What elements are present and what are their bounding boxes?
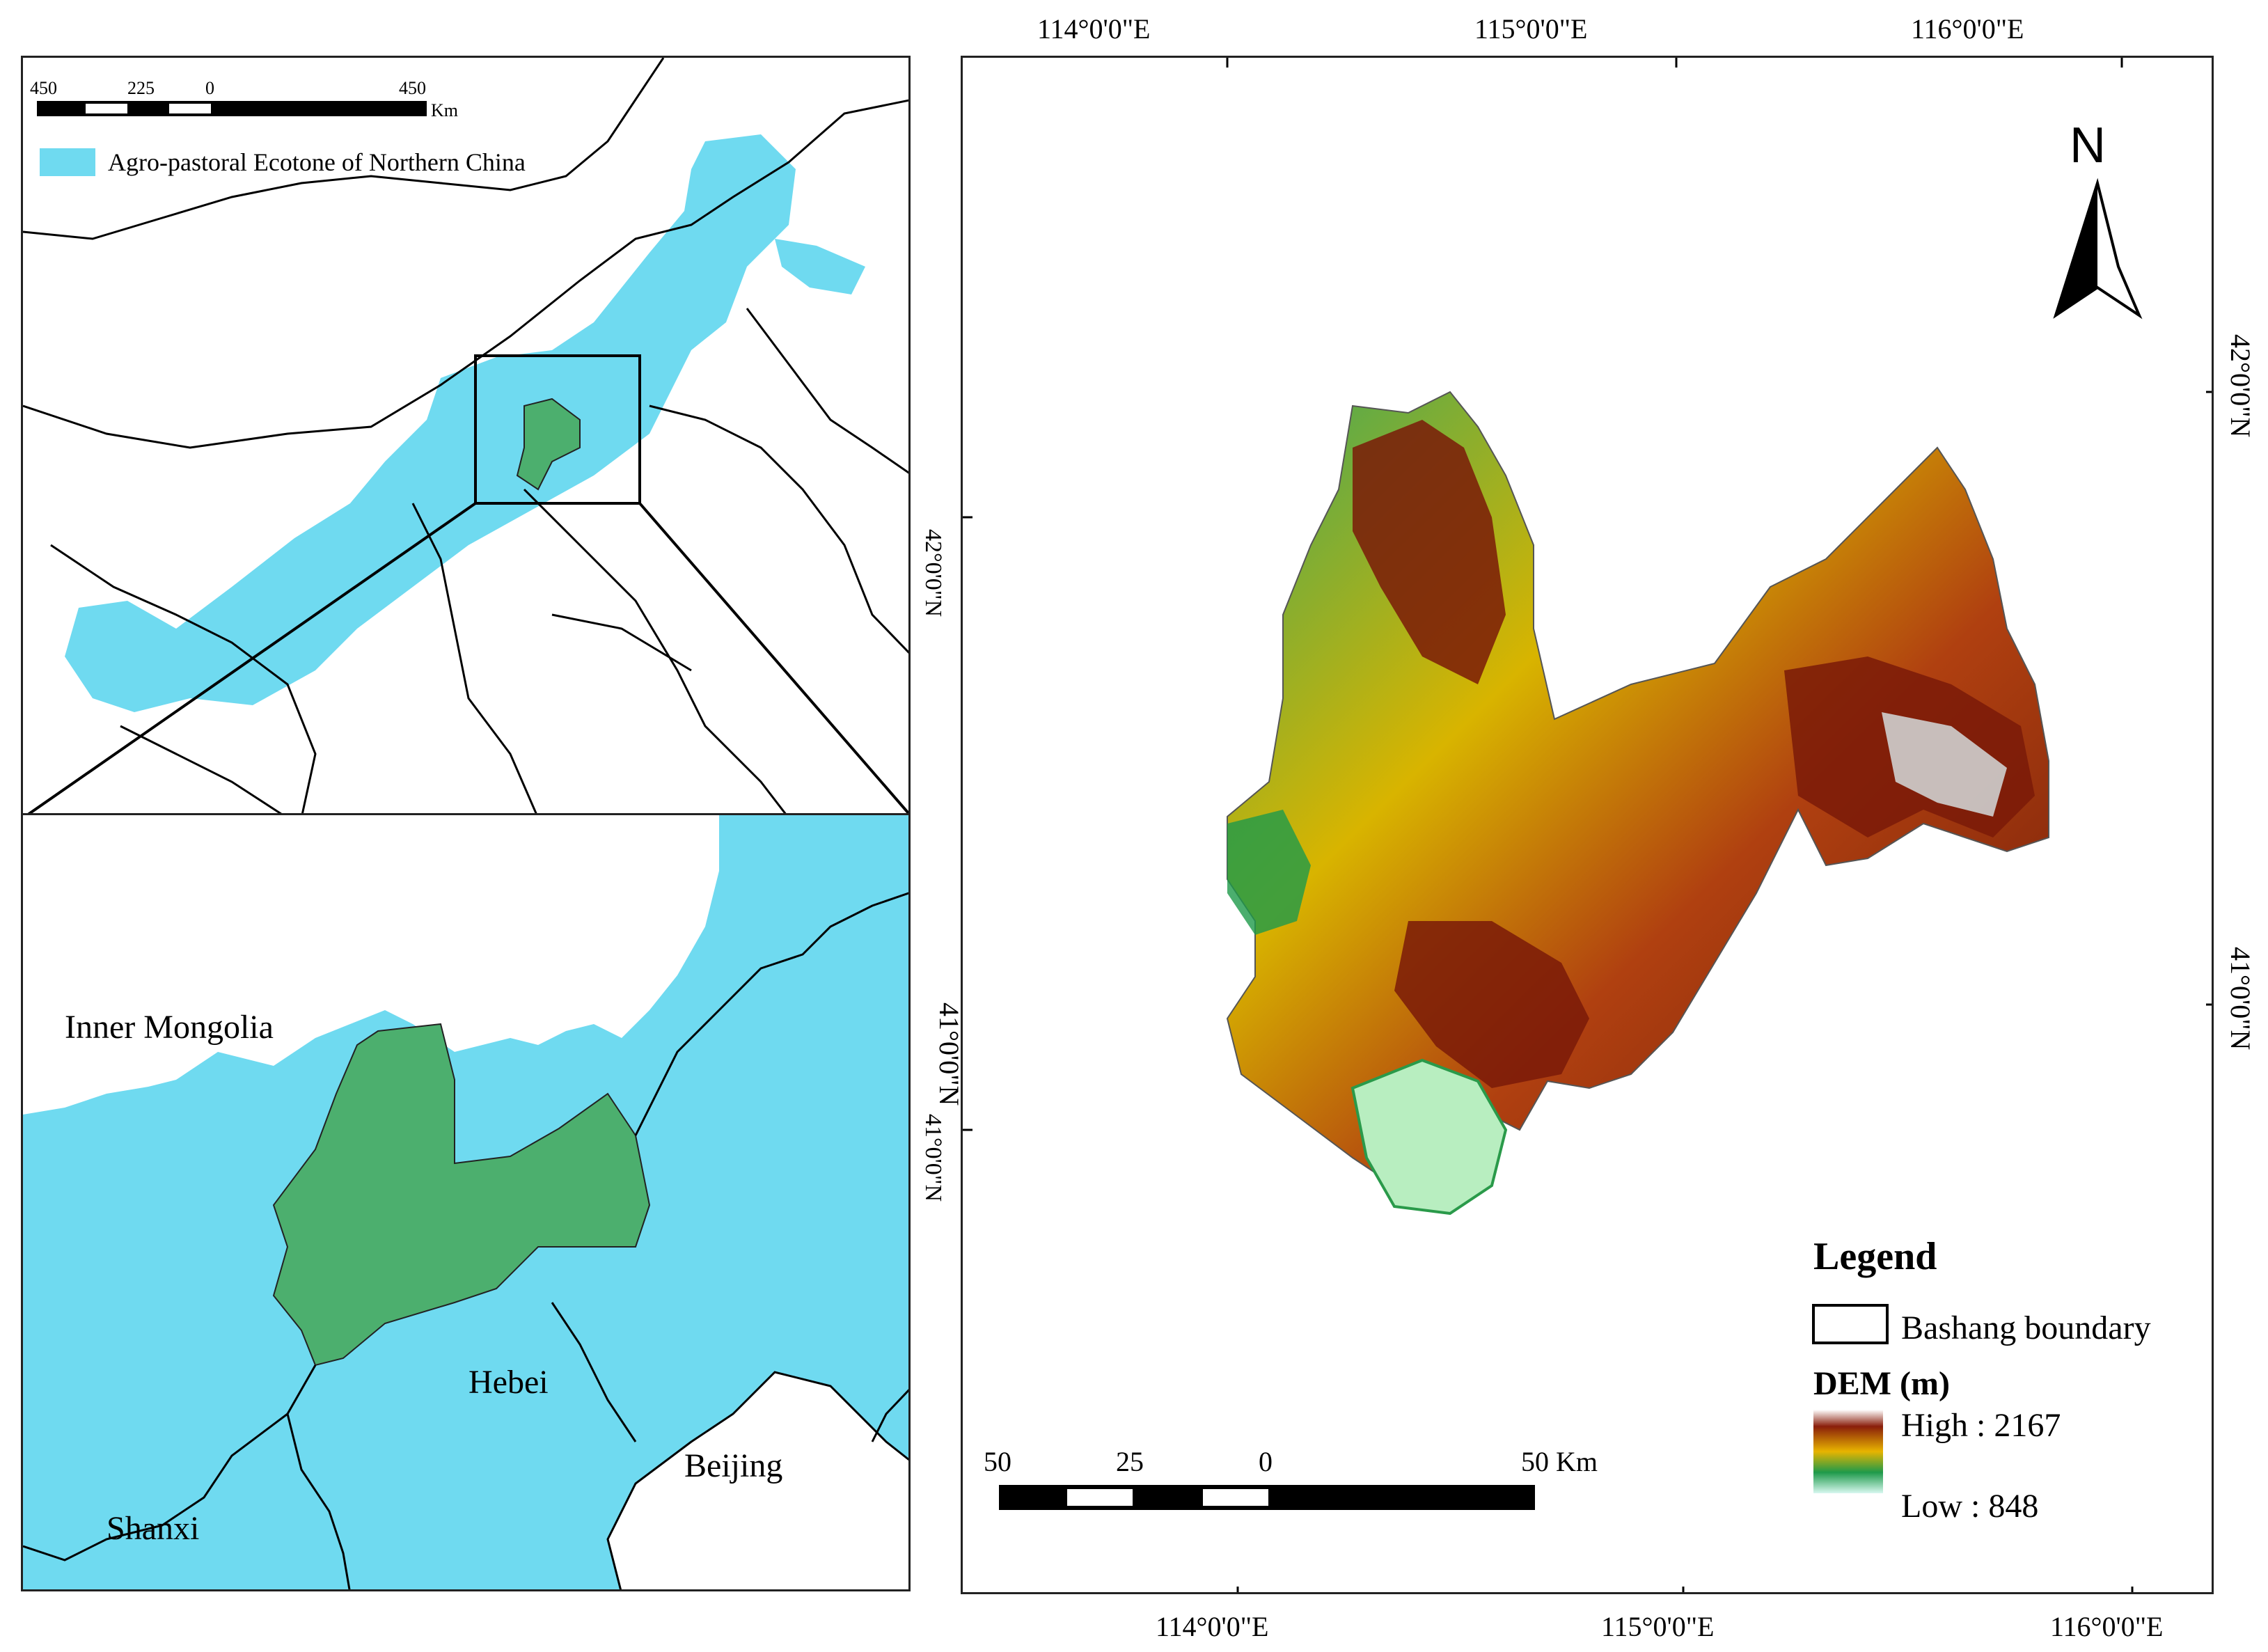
overview-scale-tick-1: 450 [30, 78, 57, 98]
bashang-boundary-label: Bashang boundary [1901, 1309, 2151, 1346]
study-area-overview [516, 398, 581, 491]
bashang-boundary-swatch [1812, 1304, 1889, 1344]
top-lon-label-3: 116°0'0"E [1911, 13, 2024, 45]
right-lat-label-1: 42°0'0"N [2225, 334, 2256, 437]
inner-mongolia-label: Inner Mongolia [65, 1009, 274, 1046]
inset-boundaries [23, 892, 908, 1589]
zoom-leader-right [638, 502, 908, 814]
overview-scale-unit: Km [431, 100, 458, 120]
overview-scale-tick-4: 450 [399, 78, 426, 98]
dem-high-label: High : 2167 [1901, 1407, 2061, 1444]
ecotone-region-east [775, 239, 865, 294]
dem-map: N 50 25 0 50 Km Legend Bashang boundary … [963, 58, 2212, 1592]
dem-low-valley [1350, 1058, 1508, 1216]
overview-lat-label: 42°0'0"N [920, 529, 946, 617]
dem-legend-title: DEM (m) [1813, 1365, 1950, 1402]
overview-map-panel: 450 225 0 450 Km Agro-pastoral Ecotone o… [21, 56, 911, 816]
shanxi-label: Shanxi [107, 1510, 199, 1547]
zoom-leader-left [26, 502, 477, 814]
overview-scale-bar: 450 225 0 450 Km [30, 78, 458, 120]
north-arrow-label: N [2070, 118, 2106, 173]
dem-scale-tick-2: 25 [1116, 1446, 1144, 1477]
dem-scale-tick-3: 0 [1259, 1446, 1273, 1477]
north-arrow: N [2053, 118, 2143, 320]
bottom-lon-label-3: 116°0'0"E [2050, 1611, 2163, 1642]
bottom-lon-label-1: 114°0'0"E [1156, 1611, 1268, 1642]
study-area-inset [272, 1023, 651, 1367]
right-lat-label-2: 41°0'0"N [2225, 947, 2256, 1050]
ecotone-legend-label: Agro-pastoral Ecotone of Northern China [108, 148, 526, 176]
inset-lat-label: 41°0'0"N [920, 1114, 946, 1202]
dem-map-panel: N 50 25 0 50 Km Legend Bashang boundary … [961, 56, 2214, 1594]
overview-scale-tick-2: 225 [127, 78, 155, 98]
overview-scale-tick-3: 0 [205, 78, 214, 98]
ecotone-legend-swatch [40, 148, 95, 176]
overview-map: 450 225 0 450 Km Agro-pastoral Ecotone o… [23, 58, 908, 814]
dem-high-south [1394, 921, 1589, 1088]
zoom-extent-box [474, 354, 641, 505]
dem-scale-tick-1: 50 [984, 1446, 1011, 1477]
dem-scale-tick-4: 50 Km [1521, 1446, 1598, 1477]
beijing-label: Beijing [684, 1447, 782, 1484]
dem-low-label: Low : 848 [1901, 1488, 2038, 1525]
beijing-region [606, 1371, 908, 1589]
dem-peak-east [1882, 712, 2007, 817]
dem-low-west [1227, 810, 1311, 935]
dem-high-north [1353, 420, 1506, 684]
dem-scale-bar: 50 25 0 50 Km [984, 1446, 1598, 1510]
hebei-label: Hebei [468, 1364, 549, 1401]
ecotone-region [65, 134, 796, 712]
province-boundaries [23, 58, 908, 814]
bottom-lon-label-2: 115°0'0"E [1601, 1611, 1714, 1642]
inset-map-panel: Inner Mongolia Hebei Beijing Shanxi [21, 813, 911, 1591]
graticule-ticks [963, 58, 2212, 1592]
dem-legend: Legend Bashang boundary DEM (m) High : 2… [1812, 1235, 2151, 1525]
top-lon-label-1: 114°0'0"E [1037, 13, 1150, 45]
inset-map: Inner Mongolia Hebei Beijing Shanxi [23, 815, 908, 1589]
legend-title: Legend [1813, 1235, 1937, 1278]
dem-color-ramp [1813, 1410, 1883, 1493]
top-lon-label-2: 115°0'0"E [1474, 13, 1587, 45]
